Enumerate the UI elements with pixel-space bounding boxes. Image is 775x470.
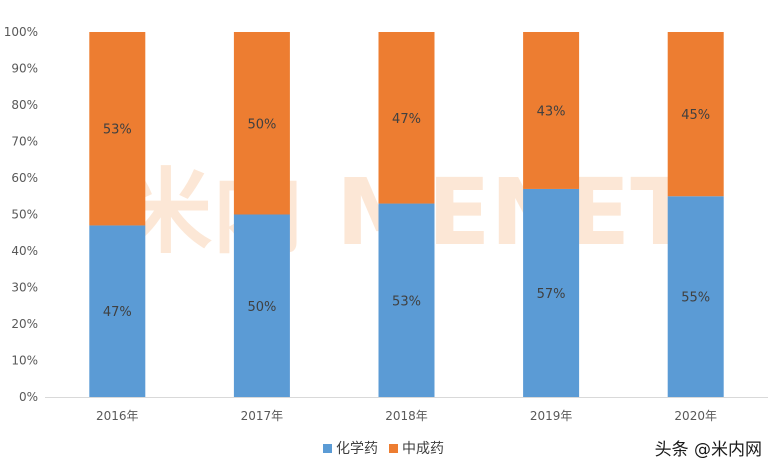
y-tick-label: 30% (11, 281, 38, 295)
legend-swatch (323, 444, 332, 453)
data-label: 47% (103, 305, 132, 320)
data-label: 47% (392, 112, 421, 127)
data-label: 45% (681, 108, 710, 123)
bar-chemical (378, 203, 435, 397)
bar-tcm (89, 32, 146, 226)
x-tick-label: 2018年 (385, 409, 428, 423)
data-label: 53% (103, 123, 132, 138)
x-tick-label: 2019年 (530, 409, 573, 423)
data-label: 43% (537, 104, 566, 119)
x-tick-label: 2017年 (241, 409, 284, 423)
bar-chemical (523, 188, 580, 397)
y-tick-label: 10% (11, 354, 38, 368)
bar-tcm (523, 32, 580, 189)
y-tick-label: 80% (11, 98, 38, 112)
data-label: 53% (392, 294, 421, 309)
y-tick-label: 90% (11, 62, 38, 76)
legend-label: 化学药 (336, 441, 378, 457)
y-tick-label: 0% (19, 390, 38, 404)
data-label: 57% (537, 287, 566, 302)
bar-chemical (233, 214, 290, 397)
y-tick-label: 40% (11, 244, 38, 258)
legend-swatch (389, 444, 398, 453)
bar-tcm (378, 32, 435, 204)
plot-area: 0% 10% 20% 30% 40% 50% 60% 70% 80% 90% 100% 47% 53% 2… (4, 25, 768, 423)
bar-tcm (667, 32, 724, 197)
credit-text: 头条 @米内网 (655, 440, 762, 460)
data-label: 55% (681, 291, 710, 306)
y-tick-label: 60% (11, 171, 38, 185)
legend: 化学药 中成药 (323, 441, 444, 457)
x-tick-label: 2020年 (674, 409, 717, 423)
data-label: 50% (247, 117, 276, 132)
legend-label: 中成药 (402, 441, 444, 457)
data-label: 50% (247, 300, 276, 315)
y-tick-label: 100% (4, 25, 38, 39)
y-tick-label: 20% (11, 317, 38, 331)
y-tick-label: 50% (11, 208, 38, 222)
bar-tcm (233, 32, 290, 215)
bar-chemical (89, 225, 146, 397)
x-tick-label: 2016年 (96, 409, 139, 423)
bar-chemical (667, 196, 724, 397)
y-tick-label: 70% (11, 135, 38, 149)
